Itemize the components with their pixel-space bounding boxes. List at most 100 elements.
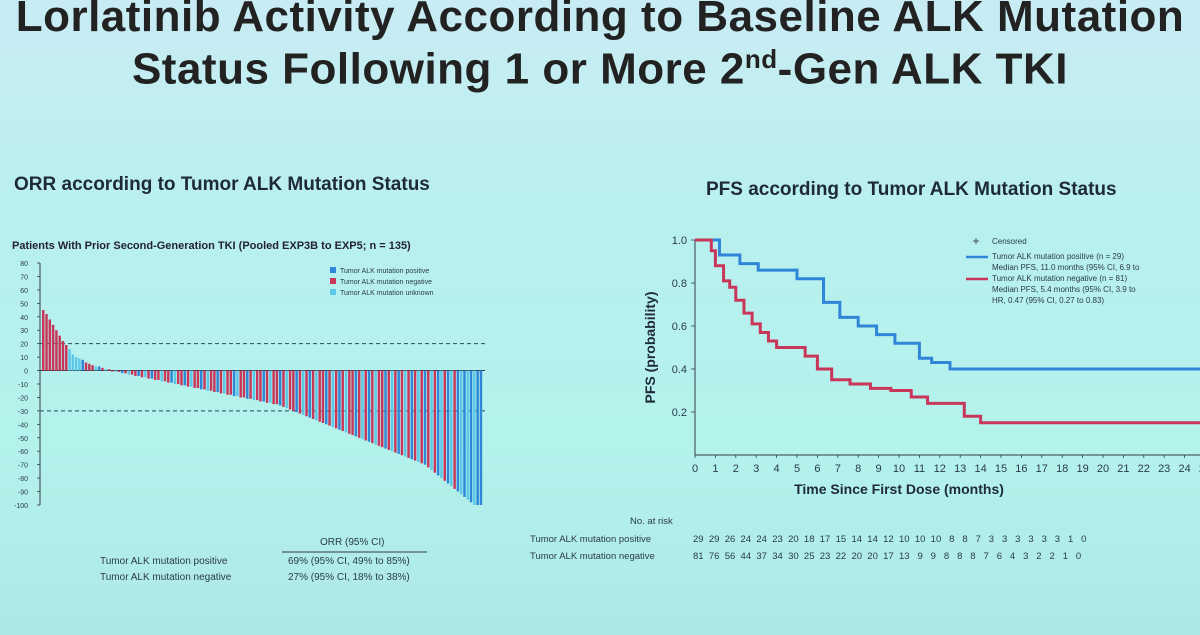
title-line2-sup: nd — [744, 44, 778, 74]
km-x-tick-label: 8 — [855, 463, 861, 475]
km-legend-series-label: Tumor ALK mutation positive (n = 29) — [992, 252, 1124, 261]
waterfall-bar — [318, 370, 321, 422]
waterfall-bar — [463, 370, 466, 497]
km-x-tick-label: 19 — [1076, 463, 1088, 475]
waterfall-bar — [413, 370, 417, 461]
pfs-heading: PFS according to Tumor ALK Mutation Stat… — [706, 179, 1117, 200]
waterfall-bar — [450, 370, 453, 487]
waterfall-bar — [420, 370, 423, 464]
waterfall-bar — [367, 370, 371, 442]
waterfall-bar — [88, 363, 91, 371]
waterfall-legend-label: Tumor ALK mutation unknown — [340, 290, 434, 297]
waterfall-bar — [84, 362, 88, 371]
waterfall-bar — [163, 370, 167, 382]
waterfall-bar — [456, 370, 460, 492]
waterfall-bar — [341, 370, 344, 432]
waterfall-legend-swatch — [330, 289, 336, 295]
km-legend-censored-symbol: + — [972, 234, 979, 248]
km-x-tick-label: 1 — [712, 463, 718, 475]
waterfall-bar — [216, 370, 219, 393]
slide-title-line2: Status Following 1 or More 2nd-Gen ALK T… — [0, 44, 1200, 95]
km-x-tick-label: 6 — [814, 463, 820, 475]
waterfall-bar — [410, 370, 414, 460]
waterfall-bar — [97, 366, 101, 371]
km-x-tick-label: 24 — [1178, 463, 1190, 475]
waterfall-bar — [147, 370, 150, 379]
waterfall-bar — [45, 314, 48, 371]
waterfall-bar — [196, 370, 200, 389]
waterfall-bar — [206, 370, 210, 391]
km-x-tick-label: 9 — [876, 463, 882, 475]
waterfall-legend-swatch — [330, 278, 336, 284]
orr-heading: ORR according to Tumor ALK Mutation Stat… — [14, 174, 430, 195]
waterfall-y-tick-label: 70 — [20, 274, 28, 281]
waterfall-bar — [124, 370, 127, 374]
waterfall-bar — [417, 370, 420, 462]
waterfall-bar — [229, 370, 233, 395]
waterfall-bar — [440, 370, 443, 479]
km-x-tick-label: 7 — [835, 463, 841, 475]
waterfall-y-tick-label: -30 — [18, 409, 28, 416]
waterfall-bar — [394, 370, 397, 453]
waterfall-y-tick-label: -20 — [18, 395, 28, 402]
waterfall-bar — [354, 370, 358, 437]
waterfall-bar — [101, 367, 104, 371]
orr-row-negative-value: 27% (95% CI, 18% to 38%) — [288, 572, 410, 583]
waterfall-bar — [160, 370, 163, 382]
waterfall-bar — [114, 370, 117, 372]
waterfall-bar — [427, 370, 430, 468]
km-x-tick-label: 10 — [893, 463, 905, 475]
risk-row-negative-label: Tumor ALK mutation negative — [530, 551, 655, 562]
waterfall-bar — [61, 340, 65, 371]
waterfall-legend-label: Tumor ALK mutation positive — [340, 268, 429, 275]
waterfall-bar — [446, 370, 450, 484]
risk-table-header: No. at risk — [630, 516, 673, 527]
waterfall-bar — [285, 370, 289, 409]
km-x-tick-label: 23 — [1158, 463, 1170, 475]
waterfall-bar — [111, 370, 114, 372]
waterfall-bar — [371, 370, 374, 444]
waterfall-bar — [364, 370, 367, 441]
waterfall-bar — [42, 310, 45, 371]
waterfall-bar — [226, 370, 229, 395]
waterfall-bar — [387, 370, 391, 450]
waterfall-bar — [68, 349, 71, 371]
waterfall-y-tick-label: -50 — [18, 436, 28, 443]
waterfall-y-tick-label: -90 — [18, 490, 28, 497]
waterfall-bar — [74, 357, 78, 371]
waterfall-bar — [173, 370, 177, 384]
waterfall-bar — [404, 370, 407, 457]
km-line-positive — [695, 238, 1200, 371]
waterfall-bar — [479, 370, 483, 505]
waterfall-chart: 80 70 60 50 40 30 20 10 0 -10 -20 -30 -40 -50 -60 -70 -8… — [14, 261, 485, 510]
km-line-negative — [695, 238, 1200, 425]
waterfall-bar — [331, 370, 335, 428]
waterfall-bar — [338, 370, 341, 430]
waterfall-y-tick-label: 20 — [20, 342, 28, 349]
waterfall-bar — [275, 370, 279, 405]
km-x-tick-label: 22 — [1138, 463, 1150, 475]
km-x-tick-label: 18 — [1056, 463, 1068, 475]
km-y-tick-label: 0.6 — [672, 321, 687, 333]
waterfall-bar — [295, 370, 298, 413]
waterfall-y-tick-label: 30 — [20, 328, 28, 335]
km-x-tick-label: 15 — [995, 463, 1007, 475]
waterfall-bar — [236, 370, 239, 397]
km-legend-censored-label: Censored — [992, 237, 1027, 246]
km-x-tick-label: 11 — [914, 463, 925, 475]
km-x-tick-label: 17 — [1036, 463, 1048, 475]
waterfall-bar — [259, 370, 262, 402]
km-x-tick-label: 13 — [954, 463, 966, 475]
waterfall-bar — [232, 370, 236, 397]
waterfall-bar — [71, 354, 75, 371]
orr-row-positive-label: Tumor ALK mutation positive — [100, 556, 228, 567]
waterfall-bar — [272, 370, 275, 405]
waterfall-bar — [242, 370, 246, 398]
km-y-tick-label: 1.0 — [672, 235, 687, 247]
slide-title-line1: Lorlatinib Activity According to Baselin… — [15, 0, 1185, 41]
km-legend-hr: HR, 0.47 (95% CI, 0.27 to 0.83) — [992, 296, 1104, 305]
waterfall-y-tick-label: 50 — [20, 301, 28, 308]
waterfall-bar — [219, 370, 223, 394]
km-x-axis-label: Time Since First Dose (months) — [794, 481, 1004, 497]
waterfall-bar — [407, 370, 410, 458]
